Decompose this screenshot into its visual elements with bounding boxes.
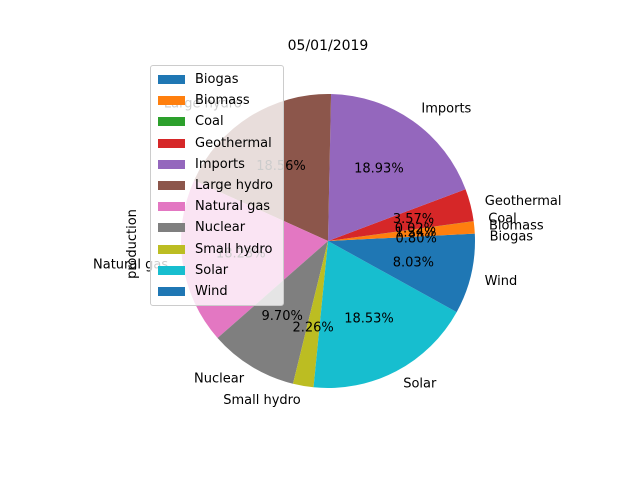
legend-label: Biomass xyxy=(195,93,250,109)
slice-percent-label: 0.80% xyxy=(396,231,437,246)
slice-category-label: Nuclear xyxy=(194,372,245,387)
legend-label: Nuclear xyxy=(195,220,246,236)
pie-slice xyxy=(328,241,475,313)
slice-percent-label: 1.34% xyxy=(395,225,436,240)
slice-percent-label: 8.03% xyxy=(393,256,434,271)
legend-item: Solar xyxy=(151,260,283,281)
slice-percent-label: 9.70% xyxy=(262,309,303,324)
pie-slice xyxy=(328,189,474,241)
legend-label: Solar xyxy=(195,262,229,278)
slice-category-label: Small hydro xyxy=(223,393,300,408)
pie-slice xyxy=(328,221,475,241)
legend-item: Imports xyxy=(151,154,283,175)
legend-label: Imports xyxy=(195,156,245,172)
legend-item: Wind xyxy=(151,281,283,302)
legend-label: Large hydro xyxy=(195,178,273,194)
slice-category-label: Wind xyxy=(485,274,518,289)
legend-item: Biogas xyxy=(151,69,283,90)
legend-swatch xyxy=(158,223,185,233)
legend-label: Natural gas xyxy=(195,199,271,215)
slice-percent-label: 18.93% xyxy=(354,162,404,177)
legend-item: Biomass xyxy=(151,90,283,111)
pie-slice xyxy=(328,94,466,241)
legend-swatch xyxy=(158,286,185,296)
legend-item: Geothermal xyxy=(151,133,283,154)
slice-category-label: Geothermal xyxy=(485,194,562,209)
legend-label: Small hydro xyxy=(195,241,273,257)
legend-swatch xyxy=(158,138,185,148)
pie-slice xyxy=(328,221,474,241)
slice-percent-label: 0.02% xyxy=(395,222,436,237)
pie-slice xyxy=(292,241,328,388)
legend-swatch xyxy=(158,75,185,85)
legend-label: Geothermal xyxy=(195,135,272,151)
legend-item: Nuclear xyxy=(151,217,283,238)
pie-slice xyxy=(328,233,475,241)
slice-category-label: Imports xyxy=(421,102,471,117)
slice-percent-label: 3.57% xyxy=(393,212,434,227)
chart-title: 05/01/2019 xyxy=(288,38,369,54)
slice-category-label: Biomass xyxy=(489,219,544,234)
slice-percent-label: 18.53% xyxy=(344,312,394,327)
legend-item: Large hydro xyxy=(151,175,283,196)
pie-slice xyxy=(217,241,328,384)
y-axis-label: production xyxy=(125,209,140,279)
legend-swatch xyxy=(158,244,185,254)
legend-swatch xyxy=(158,202,185,212)
legend-swatch xyxy=(158,181,185,191)
slice-category-label: Coal xyxy=(488,212,517,227)
legend-item: Small hydro xyxy=(151,239,283,260)
legend: Biogas Biomass Coal Geothermal Imports Large … xyxy=(150,65,284,307)
legend-swatch xyxy=(158,265,185,275)
slice-category-label: Solar xyxy=(403,377,437,392)
legend-swatch xyxy=(158,159,185,169)
legend-swatch xyxy=(158,96,185,106)
legend-item: Natural gas xyxy=(151,196,283,217)
legend-label: Wind xyxy=(195,283,228,299)
legend-swatch xyxy=(158,117,185,127)
slice-category-label: Biogas xyxy=(490,229,534,244)
legend-item: Coal xyxy=(151,111,283,132)
slice-category-label: Natural gas xyxy=(93,257,168,272)
legend-label: Biogas xyxy=(195,72,239,88)
slice-percent-label: 2.26% xyxy=(292,320,333,335)
legend-label: Coal xyxy=(195,114,224,130)
pie-slice xyxy=(313,241,457,389)
pie-labels: 0.80% Biogas 1.34% Biomass 0.02% Coal 3.57% Geo… xyxy=(93,97,561,408)
